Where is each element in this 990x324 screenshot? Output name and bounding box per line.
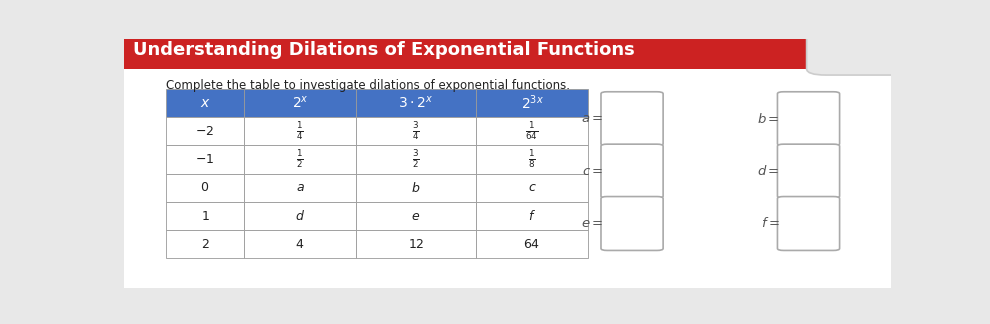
- Text: $c=$: $c=$: [582, 165, 603, 178]
- Text: $b$: $b$: [411, 181, 421, 195]
- Text: $d$: $d$: [295, 209, 305, 223]
- Text: $\frac{3}{2}$: $\frac{3}{2}$: [412, 148, 420, 170]
- Bar: [476, 89, 588, 117]
- Text: $a=$: $a=$: [581, 112, 603, 125]
- FancyBboxPatch shape: [807, 28, 910, 75]
- FancyBboxPatch shape: [777, 92, 840, 146]
- Text: $\frac{1}{8}$: $\frac{1}{8}$: [529, 148, 536, 170]
- Text: $b=$: $b=$: [757, 112, 780, 126]
- Bar: [244, 230, 355, 259]
- Text: $\frac{1}{4}$: $\frac{1}{4}$: [296, 120, 304, 142]
- Text: $0$: $0$: [200, 181, 210, 194]
- Bar: [166, 89, 244, 117]
- Text: $x$: $x$: [200, 96, 210, 110]
- Text: $2^{3x}$: $2^{3x}$: [521, 94, 544, 112]
- Text: $-2$: $-2$: [195, 125, 215, 138]
- Text: $12$: $12$: [408, 238, 425, 251]
- Bar: [244, 117, 355, 145]
- Bar: [355, 89, 476, 117]
- Text: $2^x$: $2^x$: [291, 95, 308, 111]
- Text: $e$: $e$: [412, 210, 421, 223]
- Text: $1$: $1$: [201, 210, 209, 223]
- Text: $\frac{1}{2}$: $\frac{1}{2}$: [296, 148, 304, 170]
- Bar: [244, 145, 355, 174]
- Bar: [166, 145, 244, 174]
- Text: $\frac{1}{64}$: $\frac{1}{64}$: [526, 120, 539, 142]
- Bar: [124, 34, 891, 69]
- Bar: [476, 117, 588, 145]
- Text: $d=$: $d=$: [757, 164, 780, 178]
- Bar: [476, 145, 588, 174]
- Text: Understanding Dilations of Exponential Functions: Understanding Dilations of Exponential F…: [133, 41, 635, 59]
- Text: $64$: $64$: [524, 238, 541, 251]
- Text: $c$: $c$: [528, 181, 537, 194]
- Bar: [476, 174, 588, 202]
- Bar: [166, 230, 244, 259]
- Bar: [476, 230, 588, 259]
- Bar: [355, 117, 476, 145]
- FancyBboxPatch shape: [124, 39, 891, 288]
- Text: $3 \cdot 2^x$: $3 \cdot 2^x$: [398, 95, 434, 111]
- Text: $4$: $4$: [295, 238, 305, 251]
- FancyBboxPatch shape: [601, 197, 663, 250]
- Bar: [166, 174, 244, 202]
- Text: $f$: $f$: [528, 209, 536, 223]
- FancyBboxPatch shape: [777, 144, 840, 198]
- Bar: [124, 69, 891, 288]
- Bar: [355, 145, 476, 174]
- Bar: [244, 202, 355, 230]
- Text: $-1$: $-1$: [195, 153, 215, 166]
- FancyBboxPatch shape: [777, 197, 840, 250]
- Bar: [355, 174, 476, 202]
- Text: $e=$: $e=$: [581, 217, 603, 230]
- Bar: [166, 202, 244, 230]
- Text: $2$: $2$: [201, 238, 209, 251]
- Bar: [355, 202, 476, 230]
- Bar: [244, 174, 355, 202]
- Bar: [476, 202, 588, 230]
- Text: Complete the table to investigate dilations of exponential functions.: Complete the table to investigate dilati…: [166, 79, 570, 92]
- Bar: [166, 117, 244, 145]
- Text: $\frac{3}{4}$: $\frac{3}{4}$: [412, 120, 420, 142]
- Text: $a$: $a$: [295, 181, 304, 194]
- FancyBboxPatch shape: [601, 92, 663, 146]
- Text: $f=$: $f=$: [761, 216, 780, 230]
- Bar: [244, 89, 355, 117]
- FancyBboxPatch shape: [601, 144, 663, 198]
- Bar: [355, 230, 476, 259]
